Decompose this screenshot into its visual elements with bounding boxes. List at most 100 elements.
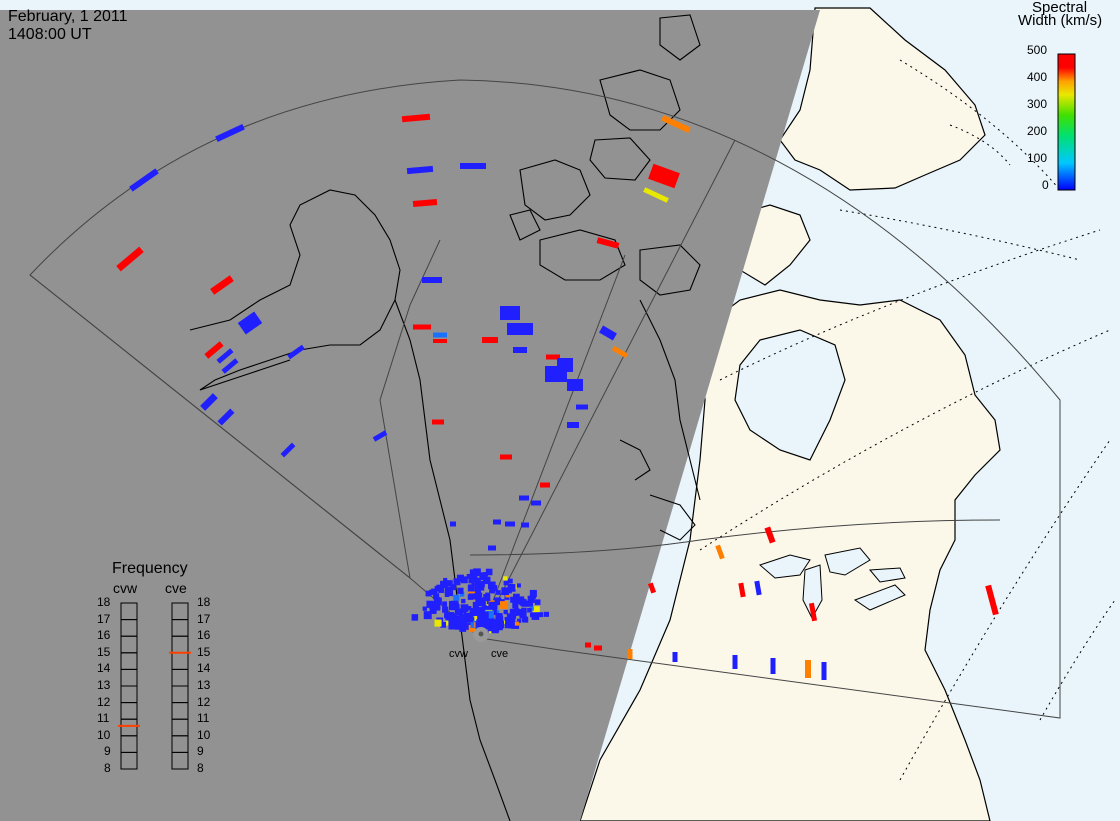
backscatter-cell-near-range <box>482 622 489 629</box>
backscatter-cell-near-range <box>495 590 501 595</box>
backscatter-cell-near-range <box>493 625 500 632</box>
backscatter-cell <box>116 246 144 272</box>
backscatter-cell-near-range <box>422 606 427 611</box>
colorbar-tick-300: 300 <box>1027 97 1048 111</box>
backscatter-cell <box>611 345 629 359</box>
frequency-tick-right: 16 <box>197 628 211 643</box>
frequency-tick-right: 15 <box>197 644 211 659</box>
backscatter-cell <box>460 163 486 169</box>
backscatter-cell-near-range <box>462 614 468 620</box>
backscatter-cell-near-range <box>543 611 550 617</box>
backscatter-cell <box>594 645 602 651</box>
colorbar-tick-400: 400 <box>1027 70 1048 84</box>
backscatter-cell-near-range <box>529 606 534 611</box>
backscatter-cell-near-range <box>453 578 461 586</box>
backscatter-cell-near-range <box>503 580 509 585</box>
colorbar-tick-500: 500 <box>1027 43 1048 57</box>
backscatter-cell-near-range <box>490 585 498 592</box>
backscatter-cell-near-range <box>446 580 453 587</box>
backscatter-cell-near-range <box>460 619 468 627</box>
radar-label-cvw: cvw <box>449 648 468 660</box>
frequency-cell <box>120 751 138 770</box>
backscatter-cell-near-range <box>517 609 523 614</box>
frequency-boxes <box>118 602 191 770</box>
colorbar-title-line1: Spectral <box>1032 0 1088 16</box>
backscatter-cell-near-range <box>481 611 489 619</box>
backscatter-cell-near-range <box>450 584 457 591</box>
backscatter-cell <box>585 642 591 648</box>
backscatter-cell <box>450 521 456 527</box>
backscatter-cell-near-range <box>443 577 448 582</box>
frequency-col-cvw: cvw <box>113 580 138 596</box>
backscatter-cell <box>204 341 224 359</box>
hudson-bay <box>734 329 846 461</box>
date-title: February, 1 2011 <box>8 8 128 25</box>
backscatter-cell <box>129 168 159 192</box>
backscatter-cell <box>732 655 738 669</box>
backscatter-cell-near-range <box>460 604 469 612</box>
backscatter-cell-near-range <box>426 600 434 608</box>
backscatter-cell-near-range <box>474 592 482 600</box>
backscatter-cell <box>648 163 680 189</box>
backscatter-cell-near-range <box>503 609 508 615</box>
backscatter-cell <box>215 123 245 143</box>
backscatter-cell <box>661 114 691 134</box>
backscatter-cell-near-range <box>534 599 541 605</box>
backscatter-cell-near-range <box>444 592 450 597</box>
backscatter-cell-near-range <box>478 580 485 588</box>
backscatter-cell-near-range <box>442 601 448 607</box>
backscatter-cell <box>433 332 447 338</box>
backscatter-cell-near-range <box>488 601 497 610</box>
backscatter-cell-near-range <box>470 620 478 628</box>
backscatter-cell-near-range <box>505 593 510 598</box>
backscatter-cell <box>488 545 496 551</box>
backscatter-cell-near-range <box>504 616 510 622</box>
backscatter-cell-near-range <box>460 576 468 584</box>
backscatter-cell-near-range <box>484 577 490 583</box>
backscatter-cell <box>200 393 218 411</box>
backscatter-cell <box>764 526 776 544</box>
backscatter-cell-near-range <box>527 607 532 613</box>
backscatter-cell-near-range <box>458 610 463 616</box>
time-title: 1408:00 UT <box>8 26 92 43</box>
backscatter-cell <box>672 652 678 662</box>
frequency-tick-right: 13 <box>197 678 211 692</box>
backscatter-cell-near-range <box>496 620 504 629</box>
backscatter-cell-near-range <box>477 616 484 623</box>
frequency-tick-right: 8 <box>197 761 204 775</box>
backscatter-cell-near-range <box>510 613 517 619</box>
backscatter-cell-near-range <box>505 587 512 594</box>
backscatter-cell-near-range <box>506 613 513 619</box>
backscatter-cell-near-range <box>470 575 476 582</box>
backscatter-cell-near-range <box>463 624 469 630</box>
backscatter-cell <box>567 422 579 428</box>
backscatter-cell-near-range <box>516 583 521 588</box>
backscatter-cell-near-range <box>450 613 458 621</box>
frequency-title: Frequency <box>112 560 188 577</box>
colorbar-title-line2: Width (km/s) <box>1018 12 1103 29</box>
backscatter-cell <box>280 442 296 458</box>
backscatter-cell <box>567 379 583 391</box>
backscatter-cell-near-range <box>503 576 508 581</box>
frequency-tick-right: 10 <box>197 727 211 742</box>
backscatter-cell-near-range <box>527 601 533 607</box>
backscatter-cell <box>596 237 620 249</box>
colorbar-tick-100: 100 <box>1027 151 1048 165</box>
frequency-col-cve: cve <box>165 580 187 596</box>
backscatter-cell-near-range <box>467 584 475 592</box>
backscatter-cell <box>413 324 431 330</box>
backscatter-cell <box>221 358 239 374</box>
backscatter-cell <box>237 311 263 335</box>
backscatter-cell <box>519 495 529 501</box>
backscatter-cell-near-range <box>472 601 479 609</box>
frequency-tick-left: 18 <box>97 595 111 609</box>
backscatter-cell-near-range <box>514 605 519 610</box>
backscatter-cells <box>116 113 999 680</box>
backscatter-cell <box>422 277 442 283</box>
colorbar <box>1057 53 1076 191</box>
backscatter-cell-near-range <box>429 606 437 614</box>
backscatter-cell-near-range <box>474 577 481 584</box>
frequency-tick-left: 14 <box>97 661 111 676</box>
backscatter-cell-near-range <box>516 611 522 616</box>
